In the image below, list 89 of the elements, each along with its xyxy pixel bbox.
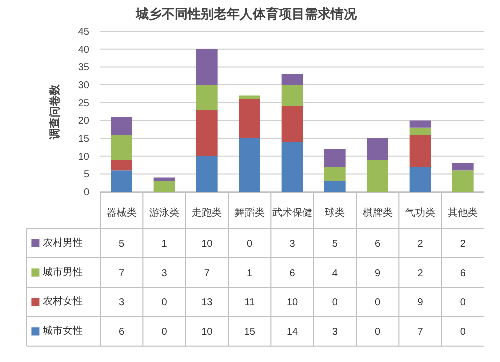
bar (367, 138, 388, 160)
bar (324, 181, 346, 192)
data-label: 9 (418, 298, 424, 309)
data-label: 2 (418, 238, 424, 250)
x-tick-label: 走跑类 (192, 207, 222, 220)
x-tick-label: 气功类 (406, 207, 436, 220)
y-tick-label: 10 (78, 152, 90, 163)
data-label: 0 (460, 298, 466, 309)
data-label: 15 (244, 327, 256, 338)
y-tick-label: 45 (78, 27, 90, 38)
data-label: 2 (418, 268, 424, 280)
x-tick-label: 游泳类 (150, 207, 180, 220)
bar (239, 138, 260, 192)
bar (452, 164, 474, 171)
bar (111, 134, 132, 160)
x-tick-label: 武术保健 (272, 207, 312, 220)
bar (282, 85, 304, 106)
data-label: 11 (244, 298, 256, 309)
bar (196, 49, 218, 86)
bar (111, 160, 132, 171)
data-label: 3 (162, 268, 168, 280)
bar (154, 181, 176, 192)
bar (111, 117, 132, 135)
x-tick-label: 棋牌类 (362, 207, 393, 220)
bar (410, 120, 432, 128)
data-label: 10 (202, 238, 214, 250)
bar (196, 85, 218, 110)
data-label: 5 (332, 238, 338, 250)
data-label: 3 (119, 298, 126, 309)
data-label: 5 (119, 238, 126, 250)
bar (410, 167, 432, 192)
bar (282, 142, 304, 192)
data-label: 6 (375, 238, 382, 250)
legend-label: 农村男性 (42, 236, 83, 249)
data-label: 3 (290, 238, 296, 250)
legend-label: 城市男性 (42, 266, 83, 278)
x-tick-label: 其他类 (448, 207, 478, 220)
data-label: 7 (119, 268, 126, 280)
data-label: 3 (332, 327, 338, 338)
data-label: 10 (202, 327, 214, 338)
data-label: 6 (119, 327, 126, 338)
data-label: 0 (375, 298, 382, 309)
data-label: 14 (286, 327, 298, 338)
bar (410, 128, 432, 135)
bar (452, 170, 474, 192)
bar (282, 106, 304, 142)
data-label: 9 (375, 268, 382, 280)
data-label: 0 (332, 298, 338, 309)
x-tick-label: 舞蹈类 (234, 207, 265, 220)
data-label: 7 (418, 327, 424, 338)
chart-title: 城乡不同性别老年人体育项目需求情况 (135, 6, 358, 22)
y-tick-label: 5 (84, 170, 90, 181)
y-tick-label: 35 (78, 62, 90, 74)
data-label: 10 (286, 298, 298, 309)
data-label: 0 (162, 298, 168, 309)
bar (154, 178, 176, 182)
data-label: 6 (460, 268, 466, 280)
data-label: 1 (247, 268, 254, 280)
bar (410, 134, 432, 168)
bar (282, 74, 304, 86)
data-label: 13 (202, 298, 214, 309)
y-tick-label: 15 (78, 134, 90, 146)
y-axis-title: 调查问卷数 (48, 84, 62, 140)
data-label: 0 (460, 327, 466, 338)
x-tick-label: 器械类 (106, 207, 137, 220)
bar (324, 149, 346, 168)
y-tick-label: 25 (78, 98, 90, 110)
y-tick-label: 40 (78, 44, 90, 56)
y-tick-label: 30 (78, 80, 90, 92)
bar (196, 156, 218, 192)
data-label: 1 (162, 238, 168, 250)
x-tick-label: 球类 (325, 207, 346, 220)
legend-label: 城市女性 (42, 325, 83, 338)
bar (367, 160, 388, 192)
y-tick-label: 0 (84, 188, 90, 199)
bar (239, 99, 260, 139)
bar (111, 170, 132, 192)
data-label: 2 (460, 238, 466, 250)
data-label: 6 (290, 268, 296, 280)
data-label: 4 (332, 268, 338, 280)
legend-label: 农村女性 (42, 296, 83, 308)
data-label: 7 (204, 268, 210, 280)
data-label: 0 (162, 327, 168, 338)
data-label: 0 (247, 238, 254, 250)
data-label: 0 (375, 327, 382, 338)
bar (239, 96, 260, 100)
bar (196, 110, 218, 156)
y-tick-label: 20 (78, 116, 90, 128)
bar (324, 167, 346, 182)
